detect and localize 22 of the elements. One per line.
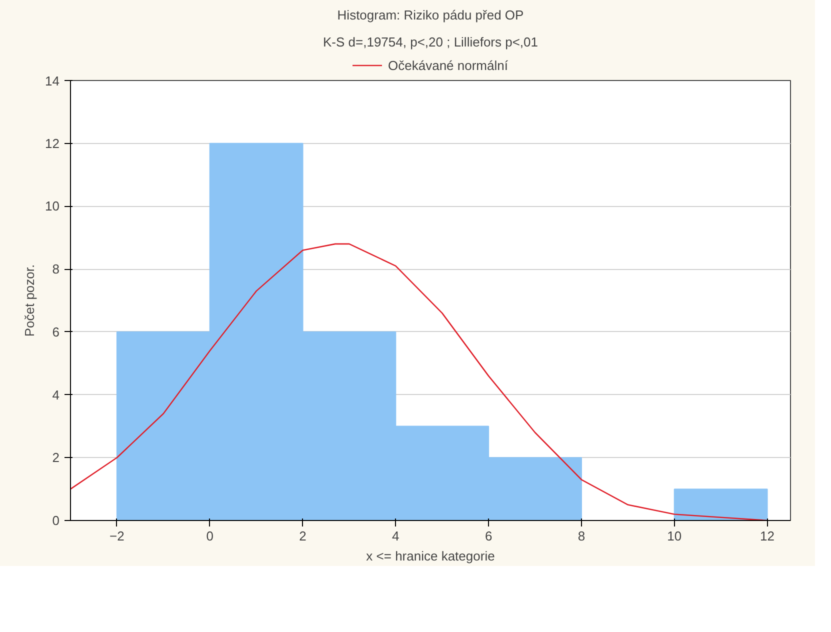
y-axis-title: Počet pozor.: [22, 264, 38, 337]
x-tick-label: −2: [110, 528, 124, 544]
x-tick-label: 0: [206, 528, 214, 544]
y-tick-label: 10: [45, 198, 60, 214]
y-tick-label: 8: [52, 262, 60, 277]
x-tick-label: 6: [484, 528, 492, 544]
legend-label: Očekávané normální: [388, 57, 508, 73]
x-tick-label: 12: [760, 528, 775, 544]
y-tick-label: 6: [52, 324, 60, 340]
y-tick-label: 0: [52, 513, 60, 528]
chart-subtitle: K-S d=,19754, p<,20 ; Lilliefors p<,01: [322, 34, 538, 50]
chart-title: Histogram: Riziko pádu před OP: [337, 8, 524, 22]
y-tick-label: 2: [52, 450, 60, 466]
x-tick-label: 8: [578, 528, 586, 544]
y-tick-label: 12: [45, 136, 60, 151]
x-axis-title: x <= hranice kategorie: [366, 548, 495, 564]
y-tick-label: 4: [52, 387, 60, 402]
x-tick-label: 4: [392, 528, 400, 544]
x-tick-label: 10: [667, 528, 682, 544]
y-tick-label: 14: [45, 74, 60, 88]
x-tick-label: 2: [299, 528, 306, 544]
line-series: [70, 243, 768, 520]
